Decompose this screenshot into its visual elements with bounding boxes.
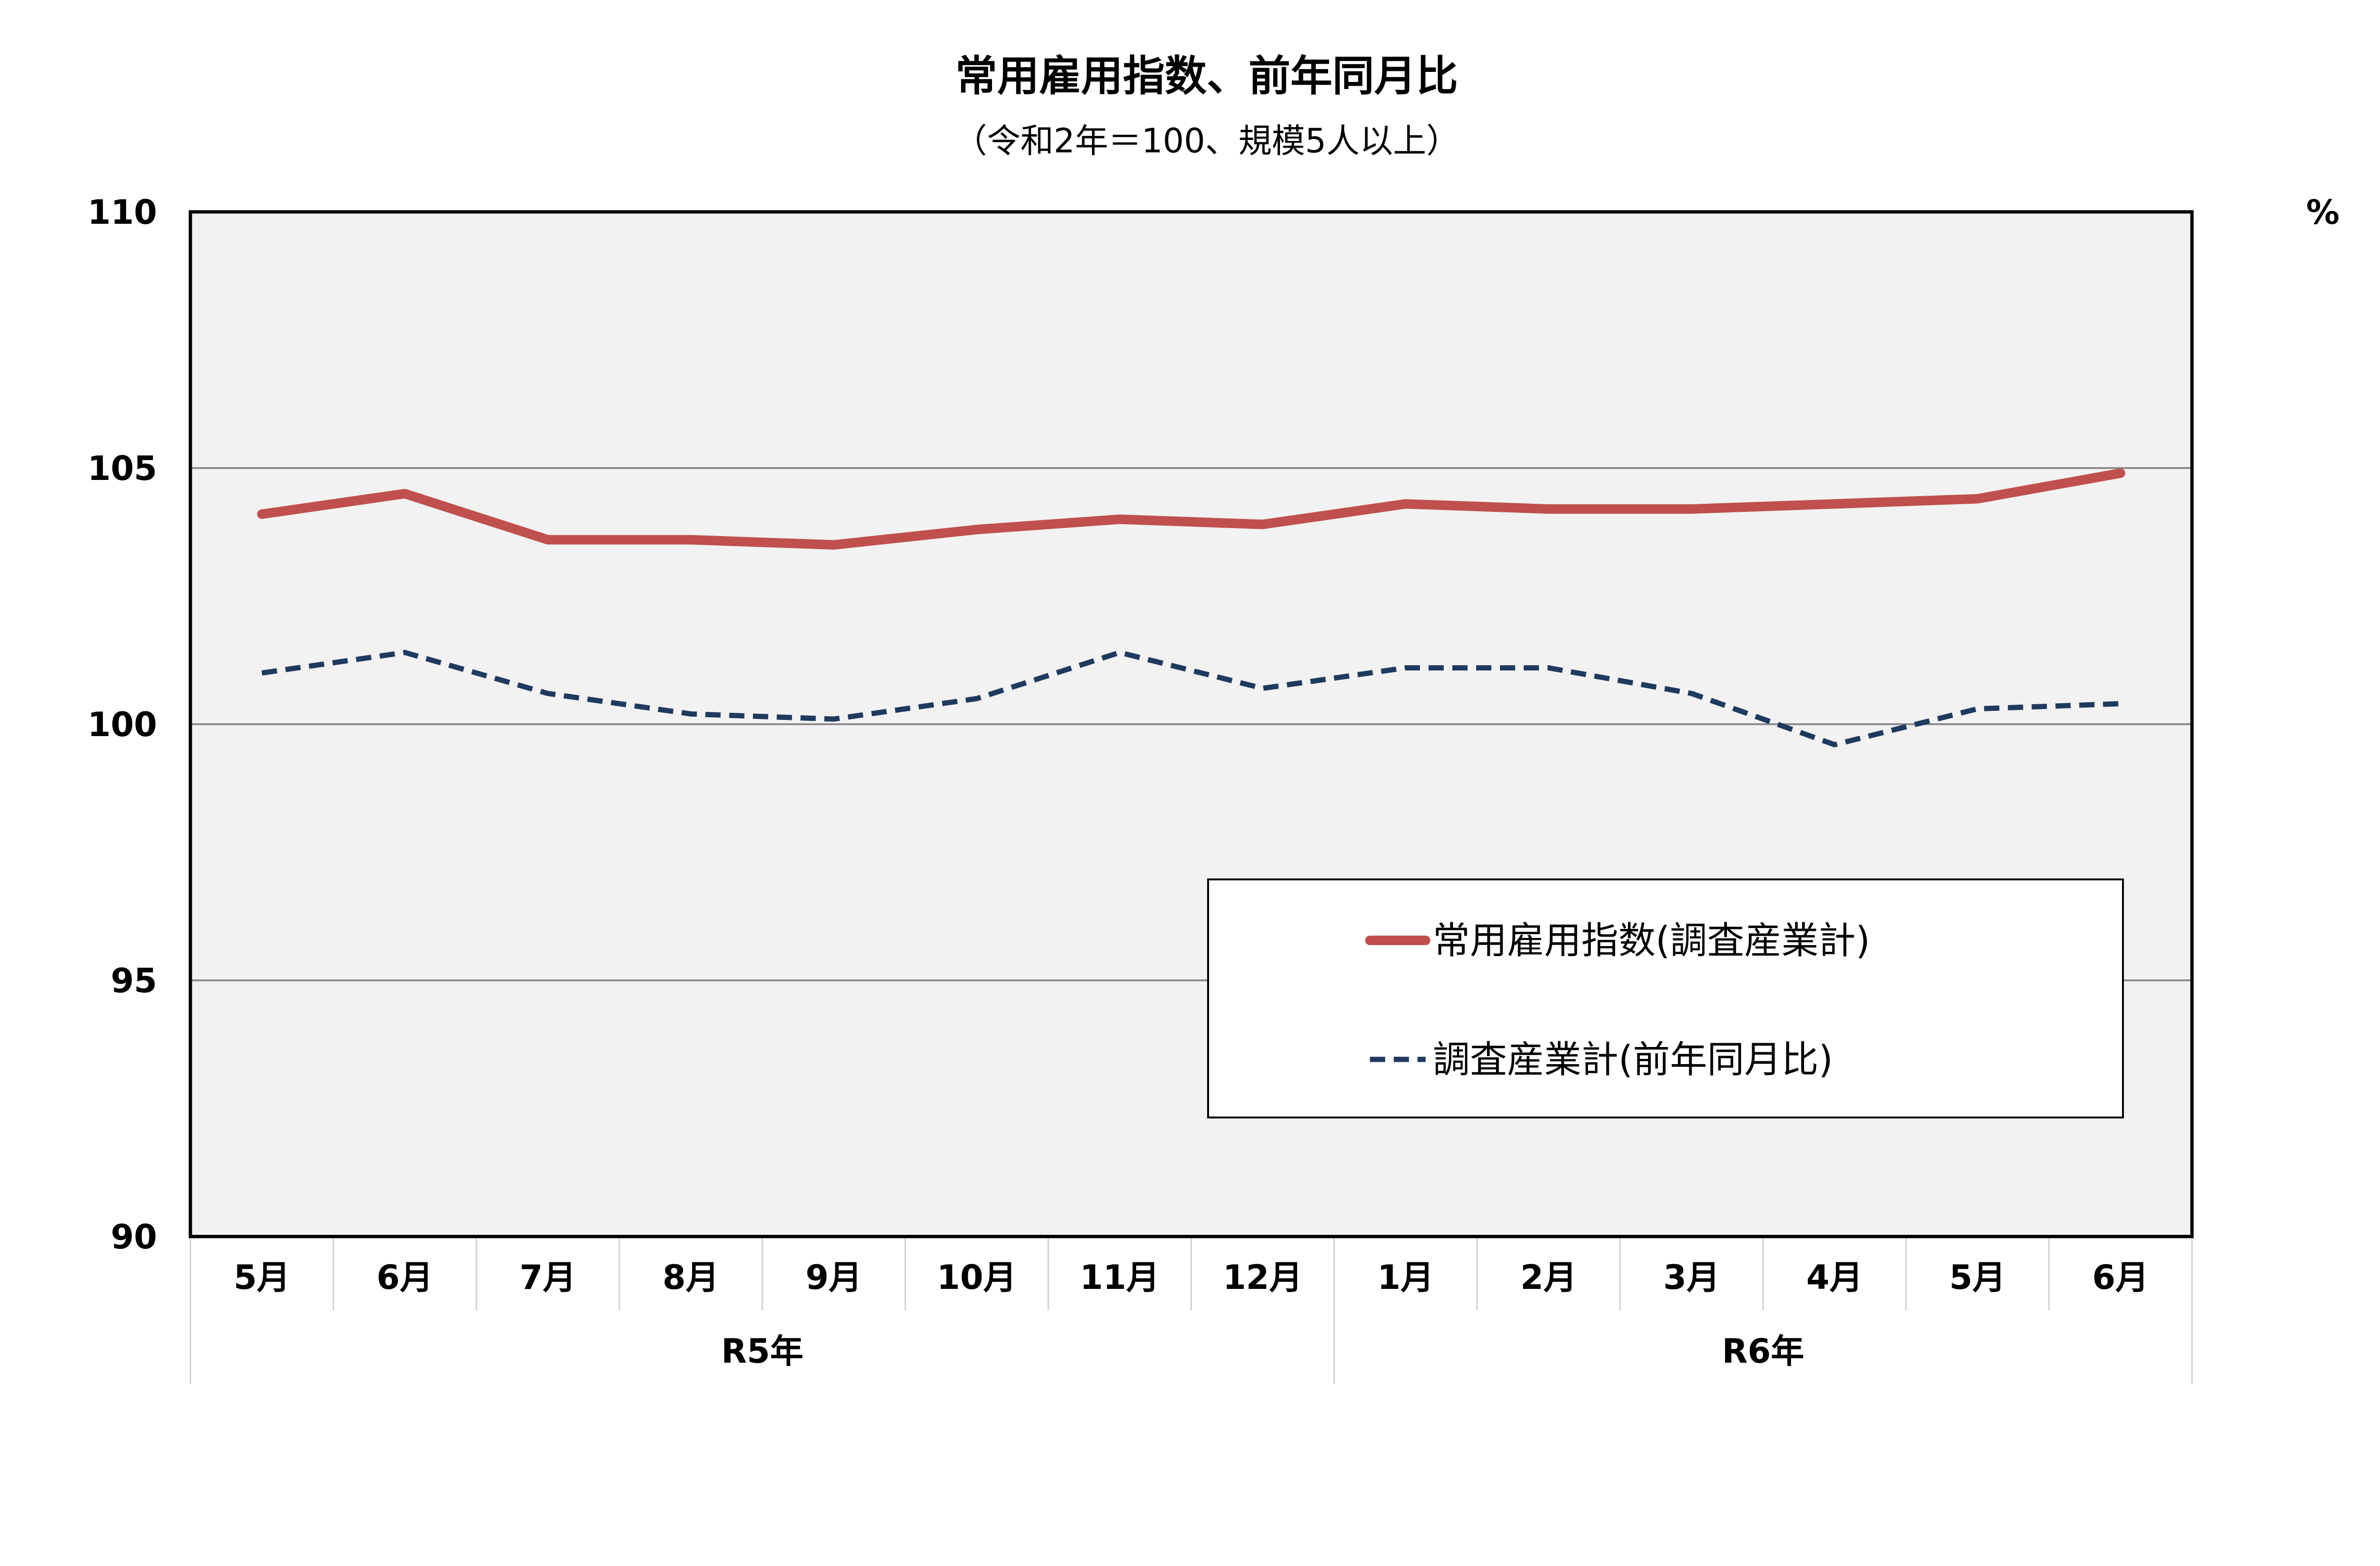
series-lines [257, 468, 2125, 748]
y-axis-ticks: 110 105 100 95 90 [88, 193, 157, 1257]
x-tick-label: 6月 [2092, 1258, 2149, 1297]
y-tick-label: 90 [111, 1217, 157, 1257]
x-tick-label: 6月 [377, 1258, 433, 1297]
x-group-label: R6年 [1722, 1332, 1805, 1371]
x-tick-label: 8月 [663, 1258, 719, 1297]
y-tick-label: 105 [88, 449, 157, 488]
series-line [257, 468, 2125, 550]
legend-box [1207, 878, 2124, 1118]
legend-label-yoy: 調査産業計(前年同月比) [1433, 1038, 1833, 1081]
x-tick-label: 9月 [805, 1258, 862, 1297]
x-tick-label: 4月 [1806, 1258, 1863, 1297]
x-axis: 5月 6月 7月 8月 9月 10月 11月 12月 1月 2月 3月 4月 5月 6月 R5年 R6年 [189, 1237, 2193, 1384]
x-tick-label: 10月 [937, 1258, 1016, 1297]
x-tick-label: 7月 [520, 1258, 576, 1297]
plot-border [188, 210, 2194, 1238]
x-tick-label: 1月 [1378, 1258, 1434, 1297]
series-line [261, 649, 2121, 748]
unit-label: % [2306, 193, 2340, 232]
legend-label-index: 常用雇用指数(調査産業計) [1433, 919, 1870, 962]
chart-subtitle: （令和2年＝100、規模5人以上） [954, 121, 1460, 160]
legend: 常用雇用指数(調査産業計) 調査産業計(前年同月比) [1207, 878, 2124, 1118]
y-tick-label: 95 [111, 961, 157, 1000]
y-tick-label: 100 [88, 705, 157, 744]
x-tick-label: 5月 [1949, 1258, 2006, 1297]
x-tick-label: 11月 [1080, 1258, 1160, 1297]
y-tick-label: 110 [88, 193, 157, 232]
x-tick-label: 12月 [1223, 1258, 1302, 1297]
x-tick-label: 5月 [234, 1258, 290, 1297]
x-tick-label: 2月 [1520, 1258, 1577, 1297]
chart-title: 常用雇用指数、前年同月比 [955, 51, 1458, 100]
x-tick-label: 3月 [1663, 1258, 1720, 1297]
x-group-label: R5年 [721, 1332, 803, 1371]
